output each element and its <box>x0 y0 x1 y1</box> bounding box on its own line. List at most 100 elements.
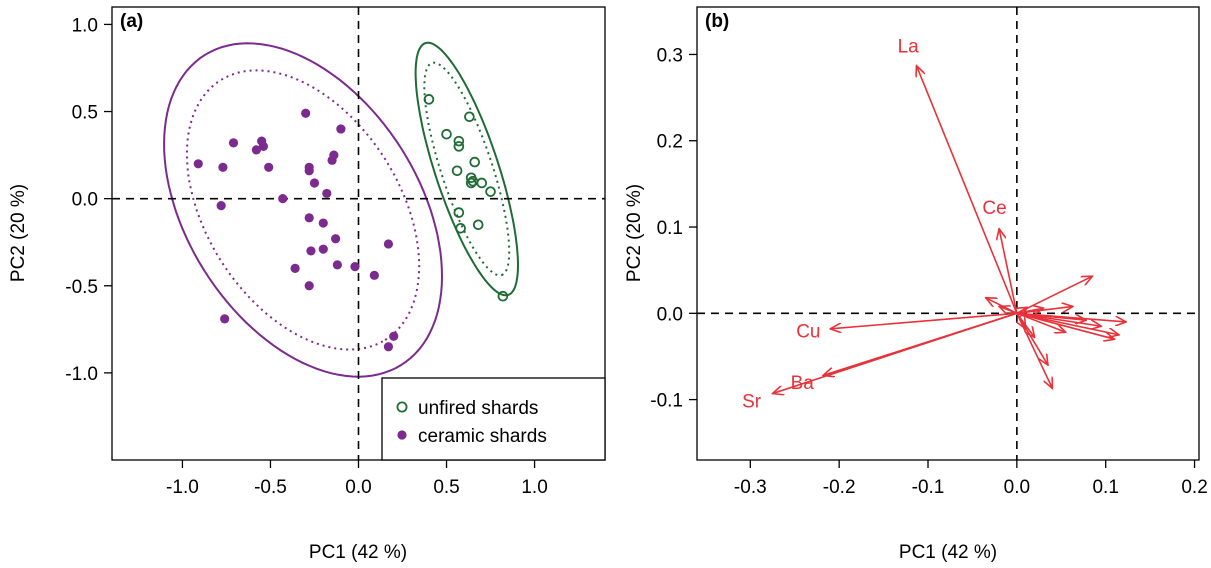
ceramic-shard-point <box>322 188 332 199</box>
x-tick-label: -1.0 <box>166 477 199 498</box>
ceramic-shard-point <box>383 342 394 352</box>
loading-arrow-la <box>916 66 1018 314</box>
panel-a-score-plot: -1.0 -0.5 0.0 0.5 1.0 -1.0-0.50.00.51.0 (a) … <box>8 6 606 563</box>
panel-b-y-axis-title: PC2 (20 %) <box>624 184 645 282</box>
legend-unfired-label: unfired shards <box>418 398 538 419</box>
legend-box <box>381 377 606 461</box>
ceramic-shard-point <box>318 218 328 228</box>
panel-a-y-axis-title: PC2 (20 %) <box>8 184 29 282</box>
variable-label-ce: Ce <box>982 198 1006 219</box>
ceramic-shard-point <box>329 150 339 160</box>
unfired-shard-point <box>453 207 465 218</box>
unfired-shard-point <box>476 177 488 189</box>
confidence-ellipses <box>163 41 520 378</box>
legend: unfired shards ceramic shards <box>381 377 606 461</box>
panel-b-x-ticks: -0.3 -0.2 -0.1 0.0 0.1 0.2 <box>734 460 1208 498</box>
y-tick-label: 0.5 <box>72 103 98 124</box>
ceramic-shard-point <box>318 244 328 254</box>
ceramic-shard-point <box>350 262 360 272</box>
y-tick-label: -1.0 <box>65 364 98 385</box>
loading-arrow-cu <box>830 312 1017 329</box>
ceramic-shard-point <box>258 141 269 151</box>
ceramic-shard-point <box>290 263 300 273</box>
y-tick-label: 0.2 <box>657 132 683 153</box>
solid-ellipse <box>414 41 520 297</box>
ceramic-shard-point <box>264 162 274 172</box>
y-tick-label: 0.1 <box>657 218 683 239</box>
y-tick-label: -0.5 <box>65 277 98 298</box>
unfired-shard-point <box>453 141 465 152</box>
unfired-shard-point <box>472 219 484 231</box>
panel-b-y-ticks: -0.1 0.0 0.1 0.2 0.3 <box>650 45 697 412</box>
ceramic-shard-point <box>383 239 394 249</box>
panel-a-y-ticks: -1.0 -0.5 0.0 0.5 1.0 <box>65 15 112 385</box>
x-tick-label: 0.2 <box>1181 477 1207 498</box>
ceramic-shard-point <box>251 145 261 155</box>
loading-arrow <box>999 306 1018 313</box>
x-tick-label: 0.1 <box>1092 477 1118 498</box>
reference-lines <box>697 7 1199 460</box>
y-tick-label: 1.0 <box>72 15 98 36</box>
unfired-shard-point <box>469 156 481 168</box>
reference-lines <box>112 7 605 460</box>
unfired-shard-point <box>497 290 509 302</box>
loading-arrow <box>1017 307 1028 313</box>
x-tick-label: 0.5 <box>433 477 459 498</box>
ceramic-shard-point <box>193 159 203 169</box>
unfired-shard-point <box>451 165 463 177</box>
unfired-shard-point <box>465 177 477 189</box>
ceramic-shard-point <box>369 270 379 280</box>
unfired-shard-point <box>464 111 475 123</box>
variable-label-sr: Sr <box>742 391 762 412</box>
unfired-shard-point <box>453 135 465 147</box>
legend-unfired-marker <box>396 401 408 413</box>
loading-arrow <box>1016 312 1119 335</box>
solid-ellipse <box>163 42 444 378</box>
variable-label-ba: Ba <box>791 373 815 394</box>
ceramic-shard-point <box>331 234 341 244</box>
variable-label-cu: Cu <box>796 322 820 343</box>
panel-b-frame <box>696 6 1200 461</box>
panel-a-x-ticks: -1.0 -0.5 0.0 0.5 1.0 <box>166 460 548 498</box>
variable-label-la: La <box>898 36 920 57</box>
ceramic-shard-point <box>228 138 239 148</box>
score-points <box>193 94 509 352</box>
ceramic-shard-point <box>216 201 226 211</box>
y-tick-label: 0.3 <box>657 45 683 66</box>
ceramic-shard-point <box>389 331 399 341</box>
ceramic-shard-point <box>218 162 228 172</box>
loading-arrow <box>1016 276 1093 315</box>
legend-ceramic-label: ceramic shards <box>418 426 547 447</box>
panel-b-loadings-plot: -0.3 -0.2 -0.1 0.0 0.1 0.2 -0.1 0.0 0.1 0.2 0.3 (… <box>624 6 1208 563</box>
loading-vectors <box>773 66 1127 394</box>
panel-a-x-axis-title: PC1 (42 %) <box>309 542 407 563</box>
dotted-ellipse <box>185 69 421 351</box>
x-tick-label: -0.5 <box>254 477 287 498</box>
ceramic-shard-point <box>304 166 314 176</box>
y-tick-label: 0.0 <box>72 190 98 211</box>
ceramic-shard-point <box>304 281 314 291</box>
loading-arrow <box>1017 312 1026 329</box>
ceramic-shard-point <box>220 314 230 324</box>
x-tick-label: -0.3 <box>734 477 767 498</box>
x-tick-label: 0.0 <box>345 477 371 498</box>
y-tick-label: -0.1 <box>650 391 683 412</box>
ceramic-shard-point <box>309 178 320 188</box>
unfired-shard-point <box>455 222 466 234</box>
unfired-shard-point <box>423 94 435 105</box>
ceramic-shard-point <box>304 213 314 223</box>
panel-b-label: (b) <box>705 11 729 32</box>
loading-arrow-sr <box>773 312 1018 393</box>
panel-b-x-axis-title: PC1 (42 %) <box>899 542 997 563</box>
x-tick-label: 1.0 <box>521 477 547 498</box>
ceramic-shard-point <box>336 124 346 134</box>
unfired-shard-point <box>441 128 452 140</box>
x-tick-label: -0.1 <box>912 477 945 498</box>
panel-a-label: (a) <box>120 11 143 32</box>
dotted-ellipse <box>423 61 511 277</box>
ceramic-shard-point <box>332 260 342 270</box>
y-tick-label: 0.0 <box>657 304 683 325</box>
ceramic-shard-point <box>301 108 311 118</box>
ceramic-shard-point <box>278 194 288 204</box>
